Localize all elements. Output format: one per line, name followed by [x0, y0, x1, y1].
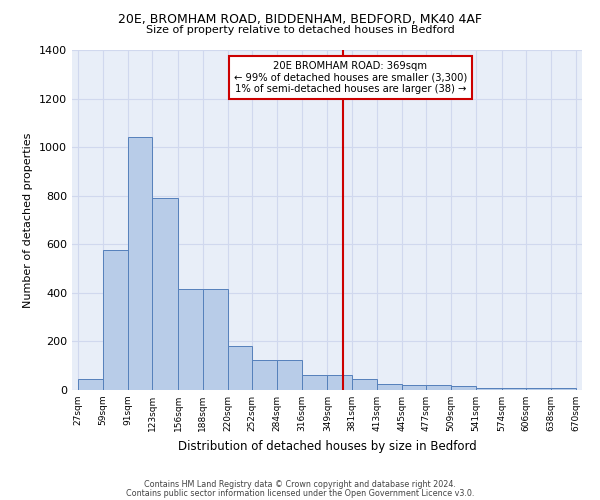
Bar [277, 360, 302, 390]
Bar [227, 346, 253, 390]
Bar [551, 388, 576, 390]
Bar [302, 376, 328, 390]
Bar [352, 378, 377, 390]
Bar [152, 198, 178, 390]
Bar [328, 376, 352, 390]
Text: Contains public sector information licensed under the Open Government Licence v3: Contains public sector information licen… [126, 488, 474, 498]
Bar [203, 289, 227, 390]
Bar [401, 385, 427, 390]
Text: 20E, BROMHAM ROAD, BIDDENHAM, BEDFORD, MK40 4AF: 20E, BROMHAM ROAD, BIDDENHAM, BEDFORD, M… [118, 12, 482, 26]
Bar [502, 388, 526, 390]
Y-axis label: Number of detached properties: Number of detached properties [23, 132, 34, 308]
Bar [451, 386, 476, 390]
Bar [427, 385, 451, 390]
Bar [526, 388, 551, 390]
Text: 20E BROMHAM ROAD: 369sqm
← 99% of detached houses are smaller (3,300)
1% of semi: 20E BROMHAM ROAD: 369sqm ← 99% of detach… [233, 61, 467, 94]
Bar [128, 138, 152, 390]
Bar [476, 388, 502, 390]
Bar [377, 384, 401, 390]
Bar [78, 378, 103, 390]
Text: Contains HM Land Registry data © Crown copyright and database right 2024.: Contains HM Land Registry data © Crown c… [144, 480, 456, 489]
Bar [178, 289, 203, 390]
X-axis label: Distribution of detached houses by size in Bedford: Distribution of detached houses by size … [178, 440, 476, 452]
Bar [253, 360, 277, 390]
Bar [103, 250, 128, 390]
Text: Size of property relative to detached houses in Bedford: Size of property relative to detached ho… [146, 25, 454, 35]
